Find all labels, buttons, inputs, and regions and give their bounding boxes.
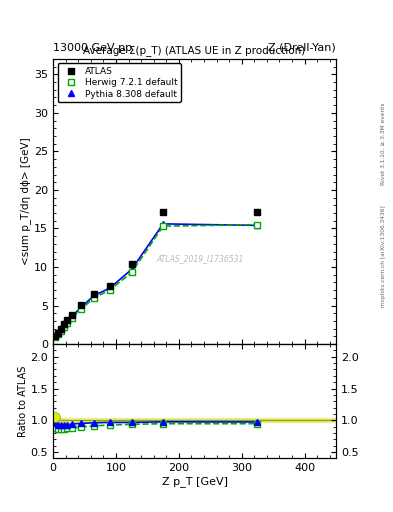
Line: Pythia 8.308 default: Pythia 8.308 default	[52, 221, 260, 339]
Herwig 7.2.1 default	[70, 315, 74, 322]
Pythia 8.308 default	[52, 333, 57, 339]
ATLAS	[255, 208, 260, 215]
Pythia 8.308 default	[62, 323, 66, 329]
Pythia 8.308 default	[55, 330, 60, 336]
Herwig 7.2.1 default	[62, 324, 66, 330]
ATLAS	[62, 321, 66, 327]
Pythia 8.308 default	[59, 327, 63, 333]
Pythia 8.308 default	[65, 318, 70, 325]
Pythia 8.308 default	[129, 266, 134, 272]
Legend: ATLAS, Herwig 7.2.1 default, Pythia 8.308 default: ATLAS, Herwig 7.2.1 default, Pythia 8.30…	[57, 63, 181, 102]
Herwig 7.2.1 default	[107, 287, 112, 293]
ATLAS	[70, 312, 74, 318]
Title: Average Σ(p_T) (ATLAS UE in Z production): Average Σ(p_T) (ATLAS UE in Z production…	[83, 46, 306, 56]
Text: Rivet 3.1.10, ≥ 3.3M events: Rivet 3.1.10, ≥ 3.3M events	[381, 102, 386, 185]
ATLAS	[65, 317, 70, 323]
ATLAS	[59, 326, 63, 332]
ATLAS	[52, 333, 57, 339]
Pythia 8.308 default	[92, 292, 96, 298]
ATLAS	[161, 208, 165, 215]
Y-axis label: Ratio to ATLAS: Ratio to ATLAS	[18, 366, 28, 437]
Text: mcplots.cern.ch [arXiv:1306.3436]: mcplots.cern.ch [arXiv:1306.3436]	[381, 205, 386, 307]
Line: ATLAS: ATLAS	[51, 208, 261, 339]
Herwig 7.2.1 default	[161, 223, 165, 229]
Pythia 8.308 default	[107, 285, 112, 291]
Text: ATLAS_2019_I1736531: ATLAS_2019_I1736531	[156, 254, 244, 263]
ATLAS	[129, 261, 134, 267]
Herwig 7.2.1 default	[129, 269, 134, 275]
ATLAS	[107, 283, 112, 289]
Line: Herwig 7.2.1 default: Herwig 7.2.1 default	[51, 222, 261, 340]
Herwig 7.2.1 default	[52, 334, 57, 340]
ATLAS	[92, 291, 96, 297]
Herwig 7.2.1 default	[255, 222, 260, 228]
X-axis label: Z p_T [GeV]: Z p_T [GeV]	[162, 476, 228, 487]
Pythia 8.308 default	[161, 221, 165, 227]
Text: 13000 GeV pp: 13000 GeV pp	[53, 42, 132, 53]
Herwig 7.2.1 default	[59, 328, 63, 334]
Pythia 8.308 default	[79, 304, 84, 310]
Y-axis label: <sum p_T/dη dϕ> [GeV]: <sum p_T/dη dϕ> [GeV]	[20, 138, 31, 265]
Herwig 7.2.1 default	[55, 331, 60, 337]
Pythia 8.308 default	[255, 222, 260, 228]
Herwig 7.2.1 default	[92, 295, 96, 301]
Pythia 8.308 default	[70, 313, 74, 319]
Herwig 7.2.1 default	[65, 320, 70, 326]
Bar	[53, 418, 336, 422]
Herwig 7.2.1 default	[79, 306, 84, 312]
Text: Z (Drell-Yan): Z (Drell-Yan)	[268, 42, 336, 53]
ATLAS	[55, 330, 60, 336]
ATLAS	[79, 302, 84, 308]
